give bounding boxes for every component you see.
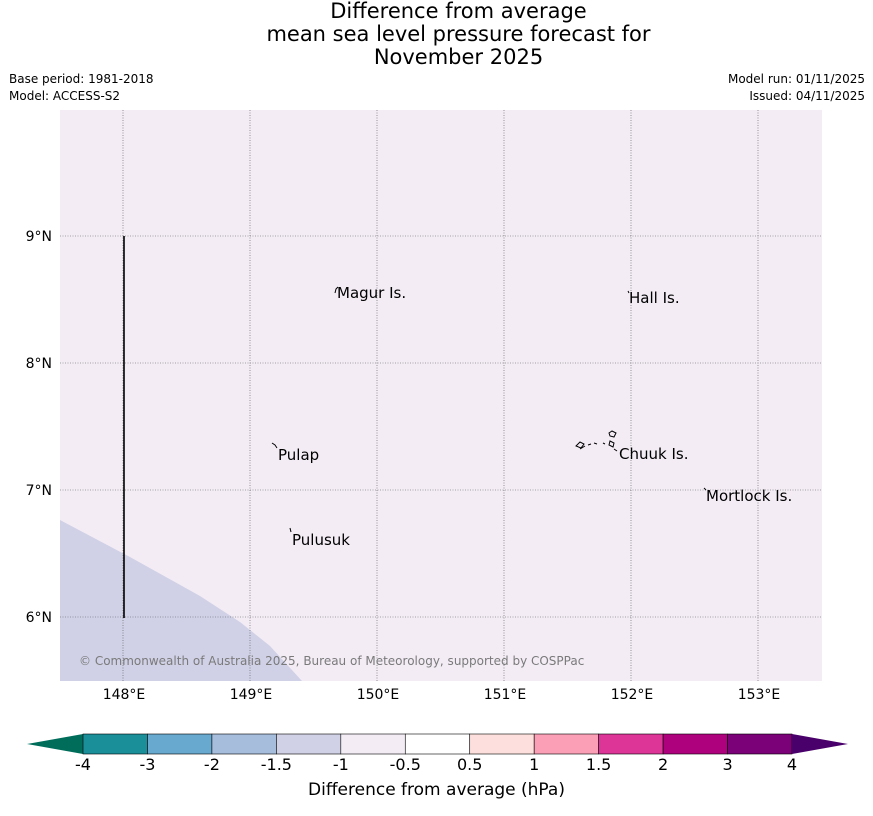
lon-label-151e: 151°E bbox=[484, 687, 527, 700]
lat-label-6n: 6°N bbox=[26, 610, 52, 626]
colorbar-box bbox=[469, 733, 535, 755]
colorbar-box bbox=[147, 733, 213, 755]
colorbar-label: Difference from average (hPa) bbox=[308, 780, 565, 800]
colorbar-box bbox=[533, 733, 599, 755]
meta-right: Model run: 01/11/2025 Issued: 04/11/2025 bbox=[728, 71, 865, 105]
place-chuuk: Chuuk Is. bbox=[619, 445, 688, 463]
island-mortlock bbox=[703, 487, 707, 491]
colorbar-tick-label: 2 bbox=[657, 755, 669, 774]
place-mortlock: Mortlock Is. bbox=[706, 487, 792, 505]
colorbar-box bbox=[340, 733, 406, 755]
colorbar-box bbox=[662, 733, 728, 755]
copyright-text: © Commonwealth of Australia 2025, Bureau… bbox=[79, 654, 584, 668]
colorbar-box bbox=[276, 733, 342, 755]
colorbar-box bbox=[727, 733, 793, 755]
lon-label-149e: 149°E bbox=[230, 687, 273, 700]
island-hall bbox=[627, 290, 630, 294]
lon-label-152e: 152°E bbox=[611, 687, 654, 700]
island-pulap bbox=[271, 442, 278, 449]
place-hall: Hall Is. bbox=[629, 289, 680, 307]
map-panel: Magur Is. Hall Is. Pulap Chuuk Is. Mortl… bbox=[26, 110, 822, 700]
model-run: Model run: 01/11/2025 bbox=[727, 72, 865, 86]
issued-date: Issued: 04/11/2025 bbox=[749, 89, 865, 103]
colorbar-box bbox=[211, 733, 277, 755]
colorbar-tick-label: -1.5 bbox=[260, 755, 292, 774]
colorbar-tick-label: -4 bbox=[75, 755, 91, 774]
island-magur bbox=[334, 286, 339, 294]
colorbar-tick-label: 1.5 bbox=[585, 755, 612, 774]
gridlines bbox=[60, 110, 822, 681]
map-background bbox=[60, 110, 822, 681]
place-pulusuk: Pulusuk bbox=[292, 531, 350, 549]
colorbar-extend-high bbox=[792, 734, 848, 754]
lon-label-148e: 148°E bbox=[103, 687, 146, 700]
lon-label-153e: 153°E bbox=[738, 687, 781, 700]
colorbar-tick-label: 4 bbox=[786, 755, 798, 774]
island-chuuk-lagoon bbox=[575, 430, 618, 452]
lon-label-150e: 150°E bbox=[357, 687, 400, 700]
colorbar bbox=[27, 733, 848, 755]
title-line-3: November 2025 bbox=[373, 45, 544, 69]
lat-label-9n: 9°N bbox=[26, 229, 52, 245]
island-pulusuk bbox=[289, 527, 292, 533]
colorbar-tick-label: -0.5 bbox=[389, 755, 421, 774]
place-pulap: Pulap bbox=[278, 446, 319, 464]
colorbar-tick-label: 1 bbox=[529, 755, 540, 774]
colorbar-tick-label: 3 bbox=[722, 755, 733, 774]
title-line-1: Difference from average bbox=[330, 0, 587, 23]
lat-label-8n: 8°N bbox=[26, 356, 52, 372]
base-period: Base period: 1981-2018 bbox=[9, 72, 154, 86]
colorbar-extend-low bbox=[27, 734, 83, 754]
colorbar-tick-label: -1 bbox=[332, 755, 349, 774]
colorbar-box bbox=[598, 733, 664, 755]
title-line-2: mean sea level pressure forecast for bbox=[266, 22, 651, 46]
negative-anomaly-region bbox=[60, 520, 302, 681]
colorbar-tick-label: 0.5 bbox=[456, 755, 483, 774]
meta-left: Base period: 1981-2018 Model: ACCESS-S2 bbox=[9, 71, 154, 105]
model-name: Model: ACCESS-S2 bbox=[9, 89, 121, 103]
colorbar-box bbox=[404, 733, 471, 755]
place-magur: Magur Is. bbox=[337, 284, 406, 302]
lat-label-7n: 7°N bbox=[26, 483, 52, 499]
colorbar-tick-label: -2 bbox=[203, 755, 220, 774]
colorbar-tick-label: -3 bbox=[139, 755, 156, 774]
map-title: Difference from average mean sea level p… bbox=[0, 0, 873, 69]
colorbar-box bbox=[82, 733, 148, 755]
islands bbox=[271, 286, 707, 533]
